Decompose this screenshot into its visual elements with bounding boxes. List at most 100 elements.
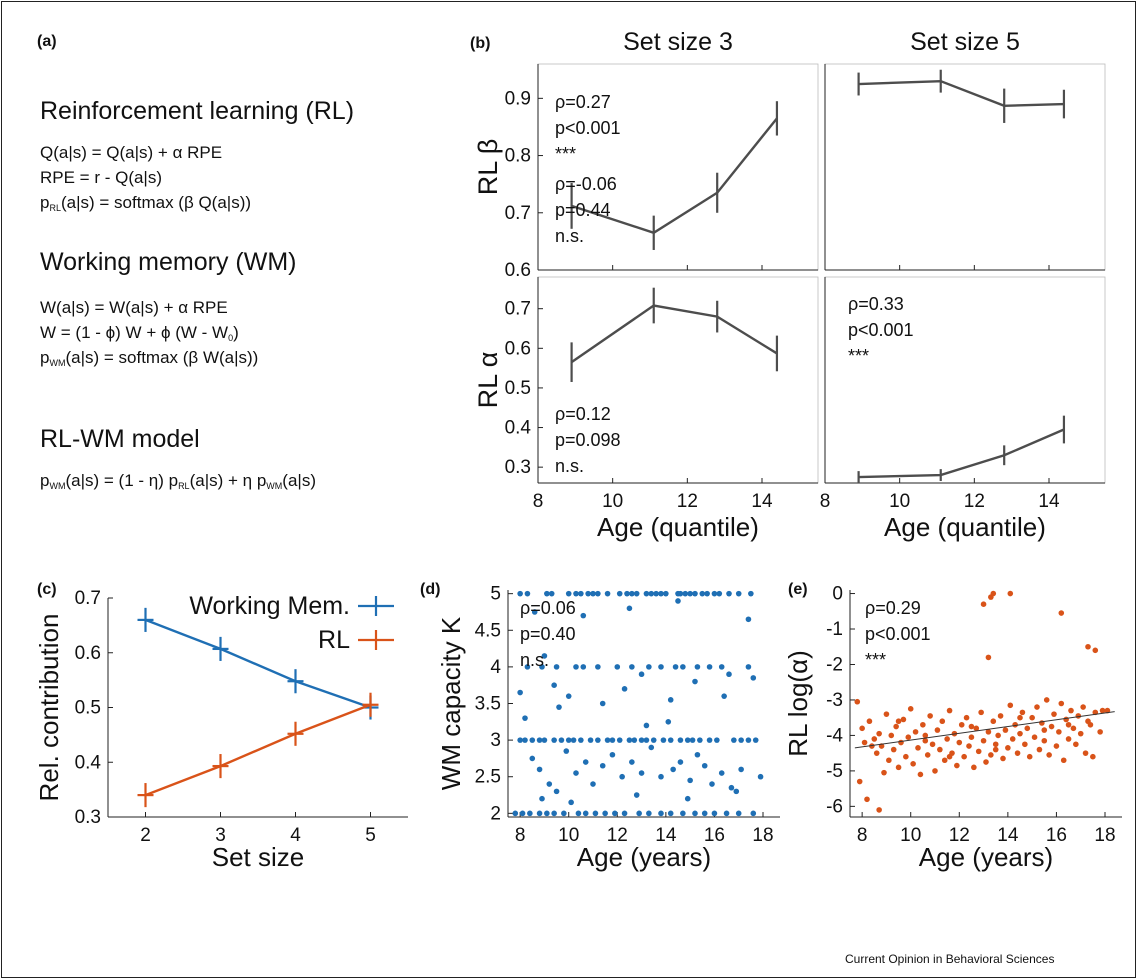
- panel-d-point: [565, 693, 572, 699]
- panel-e-point: [1053, 743, 1060, 749]
- panel-b-r1c0-stat-0: ρ=0.12: [555, 404, 611, 424]
- panel-e-point: [1007, 702, 1014, 709]
- panel-d-point: [519, 810, 526, 817]
- panel-e-point: [910, 760, 916, 767]
- panel-d-point: [745, 737, 752, 743]
- panel-b-r0c0-y-tick-label: 0.6: [505, 260, 531, 281]
- panel-e-point: [980, 737, 987, 744]
- panel-b-r1c0-x-tick-label: 10: [602, 491, 623, 512]
- panel-d-point: [726, 590, 732, 597]
- panel-e-point: [937, 746, 943, 753]
- panel-d-point: [658, 810, 664, 817]
- panel-d-point: [638, 671, 645, 678]
- panel-d-point: [529, 737, 536, 743]
- panel-e-point: [893, 723, 899, 730]
- panel-e-x-tick-label: 18: [1094, 825, 1115, 846]
- panel-e-point: [975, 748, 982, 755]
- panel-d-x-tick-label: 10: [558, 825, 579, 846]
- panel-d-x-tick-label: 14: [655, 825, 677, 846]
- panel-e-point: [973, 725, 980, 732]
- panel-e-ylabel: RL log(α): [783, 650, 813, 757]
- panel-c-x-tick-label: 4: [290, 825, 301, 846]
- panel-d-point: [517, 590, 523, 597]
- panel-d-point: [553, 788, 560, 795]
- panel-e-y-tick-label: -4: [826, 725, 843, 746]
- panel-e-point: [1034, 704, 1040, 710]
- panel-e-x-tick-label: 10: [900, 825, 921, 846]
- panel-e-label: (e): [788, 581, 808, 598]
- panel-d-point: [517, 737, 523, 743]
- panel-e-point: [856, 778, 863, 785]
- panel-d-point: [706, 737, 713, 743]
- panel-e-point: [890, 746, 897, 753]
- panel-d-y-tick-label: 4: [490, 657, 501, 678]
- panel-e-y-tick-label: -1: [826, 619, 843, 640]
- panel-d-point: [524, 664, 531, 670]
- panel-d-point: [660, 737, 667, 743]
- panel-b-r1c0-y-tick-label: 0.7: [505, 299, 531, 320]
- panel-d-point: [718, 664, 725, 670]
- wm-equation-2: W = (1 - ϕ) W + ϕ (W - W0): [40, 323, 239, 343]
- panel-d-point: [650, 737, 657, 743]
- panel-e-point: [1077, 730, 1084, 737]
- panel-d-point: [692, 810, 698, 817]
- panel-d-stat-2: n.s.: [520, 650, 549, 670]
- panel-d-point: [531, 609, 538, 615]
- panel-b-r1c1-stat-2: ***: [848, 346, 869, 366]
- panel-b-r1c0-y-tick-label: 0.6: [505, 338, 531, 359]
- rl-equation-3: pRL(a|s) = softmax (β Q(a|s)): [40, 193, 252, 213]
- panel-e-point: [985, 729, 992, 735]
- panel-d-point: [672, 664, 679, 670]
- panel-d-point: [616, 590, 623, 597]
- panel-d-point: [556, 704, 562, 710]
- panel-d-point: [604, 737, 611, 743]
- panel-d-point: [667, 737, 674, 743]
- panel-e-point: [1058, 700, 1065, 707]
- panel-e-point: [898, 739, 904, 746]
- panel-e-point: [1065, 736, 1072, 742]
- panel-b-r0c0-y-tick-label: 0.9: [505, 88, 531, 109]
- panel-e-point: [1009, 736, 1016, 742]
- panel-d-y-tick-label: 3.5: [475, 694, 501, 715]
- panel-e-point: [1085, 643, 1091, 650]
- panel-e-point: [886, 757, 892, 764]
- panel-d-point: [546, 781, 553, 787]
- panel-d-y-tick-label: 4.5: [475, 620, 501, 641]
- rl-equation-2: RPE = r - Q(a|s): [40, 168, 163, 187]
- panel-e-point: [988, 752, 994, 758]
- panel-d-point: [582, 759, 589, 765]
- panel-e-point: [1058, 610, 1065, 616]
- panel-d-point: [522, 737, 528, 743]
- panel-d-point: [716, 590, 723, 597]
- panel-e-point: [990, 590, 997, 597]
- panel-d-point: [512, 810, 519, 817]
- panel-d-point: [609, 737, 616, 743]
- panel-d-point: [757, 773, 764, 780]
- panel-d-stat-0: ρ=0.06: [520, 598, 576, 618]
- panel-c-y-tick-label: 0.7: [75, 588, 101, 609]
- panel-d-point: [687, 777, 693, 784]
- panel-d-point: [570, 737, 577, 743]
- panel-e-point: [1017, 714, 1023, 721]
- panel-d-point: [728, 784, 735, 791]
- panel-b-r0c0-stat-2: ***: [555, 144, 576, 164]
- panel-d-point: [677, 759, 684, 765]
- panel-d-point: [561, 810, 567, 817]
- panel-e-point: [1070, 725, 1077, 732]
- panel-e-point: [958, 721, 965, 728]
- panel-e-point: [927, 713, 933, 719]
- panel-e-point: [985, 654, 992, 661]
- panel-b-r1c0-stat-1: p=0.098: [555, 430, 621, 450]
- panel-d-point: [745, 664, 752, 670]
- panel-b-r1c1-stat-1: p<0.001: [848, 320, 914, 340]
- panel-d-point: [595, 737, 601, 743]
- panel-d-point: [582, 810, 589, 817]
- panel-e-point: [1019, 709, 1026, 716]
- panel-e-point: [995, 732, 1001, 739]
- panel-d-point: [748, 590, 754, 597]
- panel-d-point: [592, 810, 599, 817]
- panel-d-point: [646, 810, 652, 817]
- panel-e-point: [997, 713, 1004, 719]
- panel-e-point: [1024, 725, 1031, 732]
- row-label-0: RL β: [473, 139, 503, 196]
